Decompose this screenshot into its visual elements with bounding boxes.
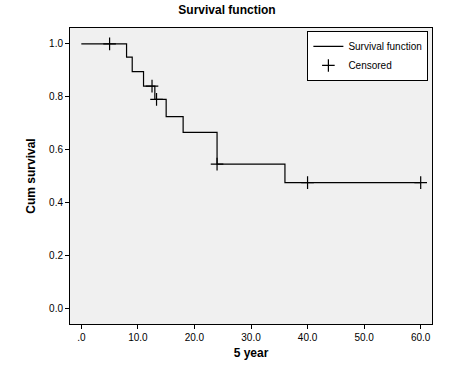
svg-text:0.4: 0.4 (49, 197, 63, 208)
svg-text:30.0: 30.0 (241, 332, 261, 343)
svg-text:50.0: 50.0 (354, 332, 374, 343)
svg-text:0.6: 0.6 (49, 144, 63, 155)
svg-text:Censored: Censored (348, 60, 391, 71)
svg-text:60.0: 60.0 (411, 332, 431, 343)
svg-text:Survival function: Survival function (348, 41, 421, 52)
svg-text:0.0: 0.0 (49, 303, 63, 314)
svg-text:20.0: 20.0 (185, 332, 205, 343)
svg-text:1.0: 1.0 (49, 38, 63, 49)
svg-text:Cum survival: Cum survival (24, 138, 38, 213)
svg-text:Survival function: Survival function (178, 3, 275, 17)
svg-text:5 year: 5 year (234, 346, 269, 360)
svg-text:0.2: 0.2 (49, 250, 63, 261)
svg-text:10.0: 10.0 (128, 332, 148, 343)
svg-text:40.0: 40.0 (298, 332, 318, 343)
svg-text:0.8: 0.8 (49, 91, 63, 102)
svg-text:.0: .0 (77, 332, 86, 343)
